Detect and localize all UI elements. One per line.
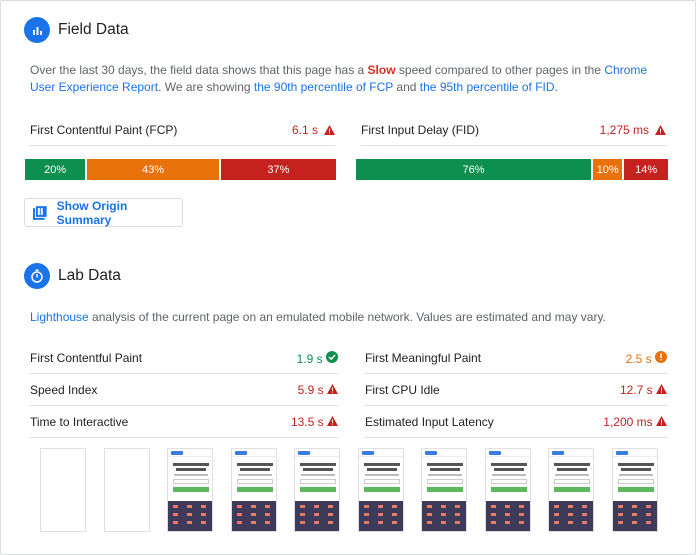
divider bbox=[365, 437, 667, 438]
desc-text: and bbox=[393, 80, 420, 94]
metric-fcp: First Contentful Paint (FCP) 6.1 s bbox=[30, 115, 335, 146]
warning-icon bbox=[656, 384, 667, 394]
filmstrip-frame bbox=[230, 448, 277, 532]
filmstrip-frame bbox=[421, 448, 467, 532]
lab-data-header: Lab Data bbox=[24, 263, 121, 289]
filmstrip-frame bbox=[611, 448, 658, 532]
metric-value: 5.9 s bbox=[297, 383, 324, 397]
stopwatch-icon bbox=[24, 263, 50, 289]
divider bbox=[30, 437, 338, 438]
warning-icon bbox=[656, 415, 667, 426]
lab-metric-cpu-idle: First CPU Idle 12.7 s bbox=[365, 375, 667, 406]
fid-distribution-bar: 76% 10% 14% bbox=[356, 159, 668, 180]
show-origin-summary-button[interactable]: Show Origin Summary bbox=[24, 198, 183, 227]
metric-name: First Contentful Paint bbox=[30, 351, 143, 365]
filmstrip-frame bbox=[40, 448, 86, 532]
lighthouse-link[interactable]: Lighthouse bbox=[30, 310, 89, 324]
desc-text: . bbox=[554, 80, 558, 94]
fcp-distribution-bar: 20% 43% 37% bbox=[25, 159, 336, 180]
speed-rating: Slow bbox=[367, 63, 396, 77]
origin-button-label: Show Origin Summary bbox=[56, 198, 128, 227]
field-data-description: Over the last 30 days, the field data sh… bbox=[30, 62, 670, 96]
warning-icon bbox=[655, 125, 666, 135]
metric-value: 12.7 s bbox=[619, 383, 653, 397]
desc-text: analysis of the current page on an emula… bbox=[88, 310, 606, 324]
filmstrip-frame bbox=[548, 448, 594, 532]
metric-value: 2.5 s bbox=[625, 351, 652, 366]
fid-fast-segment: 76% bbox=[356, 159, 594, 180]
filmstrip-frame bbox=[103, 448, 150, 532]
fid-slow-segment: 14% bbox=[624, 159, 668, 180]
filmstrip bbox=[30, 448, 670, 532]
desc-text: Over the last 30 days, the field data sh… bbox=[30, 63, 368, 77]
fid-average-segment: 10% bbox=[593, 159, 625, 180]
field-data-header: Field Data bbox=[24, 17, 129, 43]
lab-data-title: Lab Data bbox=[58, 267, 121, 284]
metric-name: First Meaningful Paint bbox=[365, 351, 482, 365]
metric-fid: First Input Delay (FID) 1,275 ms bbox=[361, 115, 666, 146]
warning-icon bbox=[324, 125, 335, 135]
metric-name: Speed Index bbox=[30, 383, 98, 397]
lab-metric-tti: Time to Interactive 13.5 s bbox=[30, 406, 338, 437]
fcp-percentile-link[interactable]: the 90th percentile of FCP bbox=[253, 80, 394, 94]
fcp-slow-segment: 37% bbox=[220, 159, 336, 180]
filmstrip-frame bbox=[294, 448, 340, 532]
lab-metric-speed-index: Speed Index 5.9 s bbox=[30, 375, 338, 406]
fid-percentile-link[interactable]: the 95th percentile of FID bbox=[419, 80, 555, 94]
fcp-average-segment: 43% bbox=[87, 159, 221, 180]
warning-icon bbox=[327, 384, 338, 394]
desc-text: . We are showing bbox=[158, 80, 254, 94]
lab-data-description: Lighthouse analysis of the current page … bbox=[30, 309, 670, 326]
desc-text: speed compared to other pages in the bbox=[395, 63, 605, 77]
check-circle-icon bbox=[326, 350, 338, 363]
metric-name: First Contentful Paint (FCP) bbox=[30, 123, 178, 137]
lab-metric-fmp: First Meaningful Paint 2.5 s bbox=[365, 343, 667, 374]
crux-link[interactable]: Chrome User Experience Report bbox=[30, 63, 648, 94]
library-icon bbox=[33, 205, 47, 220]
metric-name: First Input Delay (FID) bbox=[361, 123, 480, 137]
metric-name: First CPU Idle bbox=[365, 383, 440, 397]
metric-value: 6.1 s bbox=[291, 123, 318, 137]
lab-metric-input-latency: Estimated Input Latency 1,200 ms bbox=[365, 406, 667, 437]
info-circle-icon bbox=[655, 350, 667, 363]
lab-metric-fcp: First Contentful Paint 1.9 s bbox=[30, 343, 338, 374]
field-data-title: Field Data bbox=[58, 21, 129, 38]
metric-name: Time to Interactive bbox=[30, 414, 129, 429]
metric-value: 13.5 s bbox=[290, 414, 324, 429]
filmstrip-frame bbox=[167, 448, 213, 532]
metric-value: 1,275 ms bbox=[599, 123, 649, 137]
filmstrip-frame bbox=[484, 448, 531, 532]
bar-chart-icon bbox=[24, 17, 50, 43]
metric-value: 1.9 s bbox=[296, 351, 323, 366]
filmstrip-frame bbox=[357, 448, 404, 532]
metric-value: 1,200 ms bbox=[603, 414, 653, 429]
warning-icon bbox=[327, 415, 338, 426]
metric-name: Estimated Input Latency bbox=[365, 414, 494, 429]
fcp-fast-segment: 20% bbox=[25, 159, 88, 180]
